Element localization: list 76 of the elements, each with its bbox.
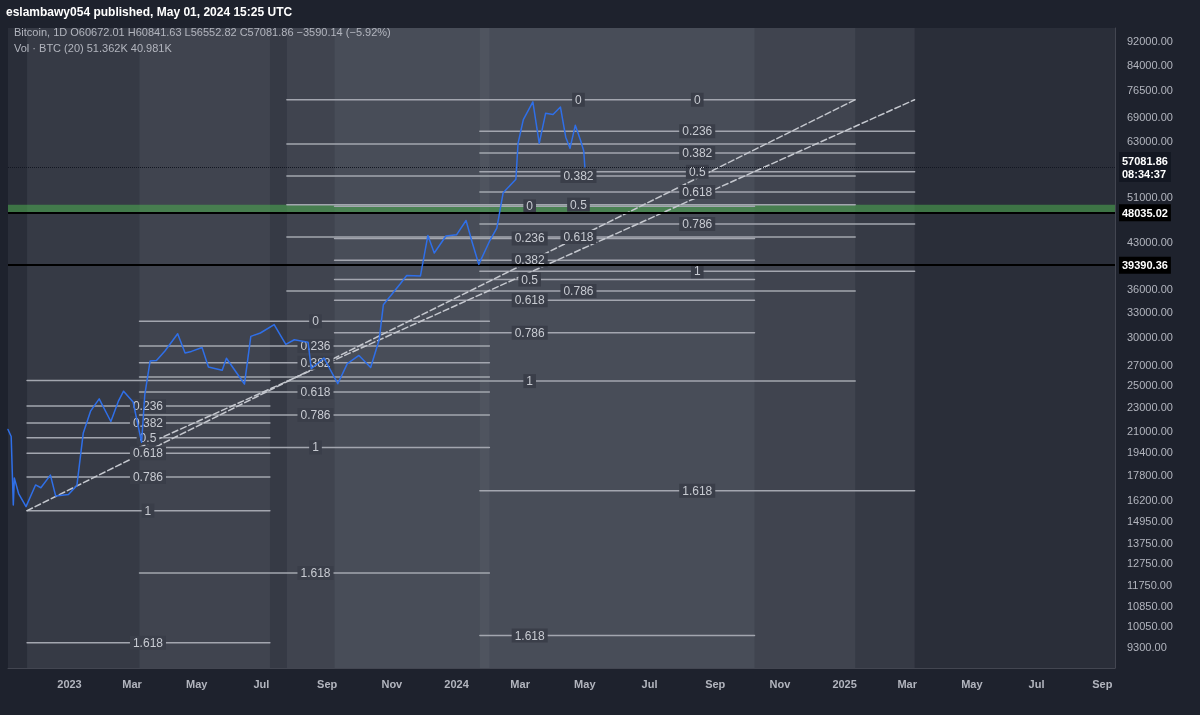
annotation: 0.382 [563, 168, 594, 183]
x-tick-label: 2025 [832, 677, 857, 690]
y-tick-label: 10850.00 [1127, 599, 1173, 612]
annotation: 0.786 [514, 325, 546, 340]
x-tick-label: 2023 [57, 677, 82, 690]
y-tick-label: 12750.00 [1127, 557, 1173, 570]
ref-line-label: 48035.02 [1122, 206, 1168, 219]
y-tick-label: 43000.00 [1127, 235, 1173, 248]
annotation: 0.618 [563, 229, 594, 244]
y-tick-label: 51000.00 [1127, 190, 1173, 203]
annotation: 0 [526, 199, 534, 214]
x-tick-label: Mar [897, 677, 918, 690]
annotation: 0.618 [514, 293, 546, 308]
annotation: 1.618 [682, 483, 713, 498]
ref-line-label: 57081.86 08:34:37 [1122, 154, 1168, 180]
annotation: 0 [312, 314, 320, 329]
x-tick-label: Jul [1028, 677, 1045, 690]
y-tick-label: 84000.00 [1127, 58, 1173, 71]
y-tick-label: 23000.00 [1127, 401, 1173, 414]
y-tick-label: 17800.00 [1127, 469, 1173, 482]
x-tick-label: Mar [510, 677, 531, 690]
annotation: 0.786 [682, 217, 713, 232]
y-tick-label: 10050.00 [1127, 620, 1173, 633]
y-tick-label: 36000.00 [1127, 282, 1173, 295]
annotation: 0.5 [570, 197, 588, 212]
x-tick-label: Jul [253, 677, 270, 690]
y-tick-label: 14950.00 [1127, 515, 1173, 528]
annotation: 0.236 [514, 231, 546, 246]
annotation: 1.618 [300, 566, 331, 581]
y-tick-label: 33000.00 [1127, 305, 1173, 318]
annotation: 0.382 [514, 253, 546, 268]
y-tick-label: 30000.00 [1127, 331, 1173, 344]
x-tick-label: Sep [1092, 677, 1113, 690]
x-tick-label: Jul [641, 677, 658, 690]
y-tick-label: 76500.00 [1127, 83, 1173, 96]
y-tick-label: 19400.00 [1127, 446, 1173, 459]
annotation: 0.618 [300, 384, 331, 399]
annotation: 0.786 [300, 407, 331, 422]
y-tick-label: 63000.00 [1127, 134, 1173, 147]
y-tick-label: 27000.00 [1127, 358, 1173, 371]
y-tick-label: 21000.00 [1127, 425, 1173, 438]
y-tick-label: 13750.00 [1127, 537, 1173, 550]
annotation: 0.236 [682, 124, 713, 139]
x-tick-label: Sep [705, 677, 726, 690]
annotation: 0 [575, 92, 583, 107]
y-tick-label: 69000.00 [1127, 110, 1173, 123]
annotation: 0 [693, 92, 701, 107]
annotation: 1.618 [132, 635, 164, 650]
ref-line-label: 39390.36 [1122, 259, 1168, 272]
annotation: 0.618 [682, 185, 713, 200]
annotation: 1 [144, 503, 152, 518]
x-tick-label: May [961, 677, 984, 690]
y-tick-label: 9300.00 [1127, 640, 1167, 653]
annotation: 0.382 [682, 145, 713, 160]
x-tick-label: Nov [769, 677, 792, 690]
y-tick-label: 25000.00 [1127, 379, 1173, 392]
annotation: 1.618 [514, 628, 546, 643]
annotation: 0.5 [521, 272, 539, 287]
x-tick-label: Sep [317, 677, 338, 690]
annotation: 0.786 [563, 283, 594, 298]
y-tick-label: 16200.00 [1127, 493, 1173, 506]
x-tick-label: Mar [122, 677, 143, 690]
x-tick-label: May [186, 677, 209, 690]
annotation: Bitcoin, 1D O60672.01 H60841.63 L56552.82 C57081.86 −3590.14 (−5.92%) [14, 25, 391, 40]
annotation: 1 [312, 440, 320, 455]
annotation: Vol · BTC (20) 51.362K 40.981K [14, 41, 173, 56]
annotation: 1 [526, 374, 534, 389]
x-tick-label: May [574, 677, 597, 690]
x-tick-label: Nov [381, 677, 404, 690]
y-tick-label: 92000.00 [1127, 34, 1173, 47]
chart-title: eslambawy054 published, May 01, 2024 15:25 UTC [6, 5, 293, 19]
y-tick-label: 11750.00 [1127, 578, 1173, 591]
annotation: 1 [693, 264, 701, 279]
x-tick-label: 2024 [444, 677, 470, 690]
annotation: 0.618 [132, 446, 164, 461]
annotation: 0.786 [132, 469, 164, 484]
